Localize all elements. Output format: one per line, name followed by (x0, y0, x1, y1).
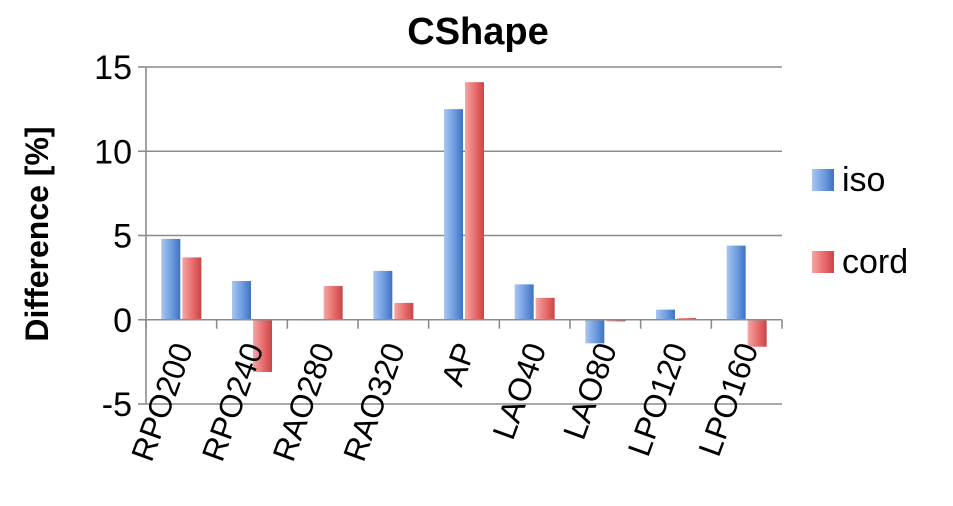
bar-cord-LPO120 (677, 318, 696, 320)
chart-title: CShape (407, 11, 548, 53)
y-tick-label: 0 (113, 302, 132, 340)
category-label: LAO40 (485, 338, 553, 444)
bar-iso-RAO320 (373, 270, 393, 320)
bar-iso-LPO160 (726, 245, 746, 320)
bar-cord-RPO240 (253, 319, 272, 372)
gridlines (138, 66, 782, 405)
category-label: AP (434, 338, 482, 390)
category-label: LPO120 (621, 338, 695, 461)
legend-swatch-cord (812, 251, 834, 273)
legend-label-cord: cord (842, 243, 908, 281)
y-axis-label: Difference [%] (19, 126, 55, 341)
legend-swatch-iso (812, 169, 834, 191)
category-label: RAO320 (336, 338, 412, 466)
bar-cord-LAO80 (606, 319, 626, 322)
bar-cord-LAO40 (535, 297, 555, 320)
axes (145, 67, 783, 404)
y-tick-label: 5 (113, 218, 132, 256)
bars (161, 82, 767, 372)
bar-cord-LPO160 (747, 319, 767, 347)
bar-cord-RPO200 (182, 257, 202, 320)
y-tick-labels: -5 0 5 10 15 (94, 49, 132, 424)
bar-iso-AP (444, 109, 463, 320)
y-tick-label: 15 (94, 49, 132, 87)
bar-cord-RAO280 (323, 286, 343, 320)
legend: iso cord (812, 161, 908, 281)
category-label: RAO280 (265, 338, 341, 466)
bar-iso-LAO40 (514, 284, 534, 320)
bar-iso-LPO120 (656, 309, 675, 320)
bar-iso-LAO80 (585, 319, 605, 344)
y-tick-label: -5 (102, 386, 132, 424)
category-label: LAO80 (556, 338, 624, 444)
bar-iso-RPO240 (232, 280, 251, 320)
category-label: RPO240 (195, 338, 271, 466)
bar-cord-AP (465, 82, 484, 320)
category-label: LPO160 (691, 338, 765, 461)
bar-iso-RPO200 (161, 238, 181, 320)
category-label: RPO200 (124, 338, 200, 466)
y-tick-label: 10 (94, 133, 132, 171)
bar-cord-RAO320 (394, 302, 414, 320)
legend-label-iso: iso (842, 161, 885, 199)
